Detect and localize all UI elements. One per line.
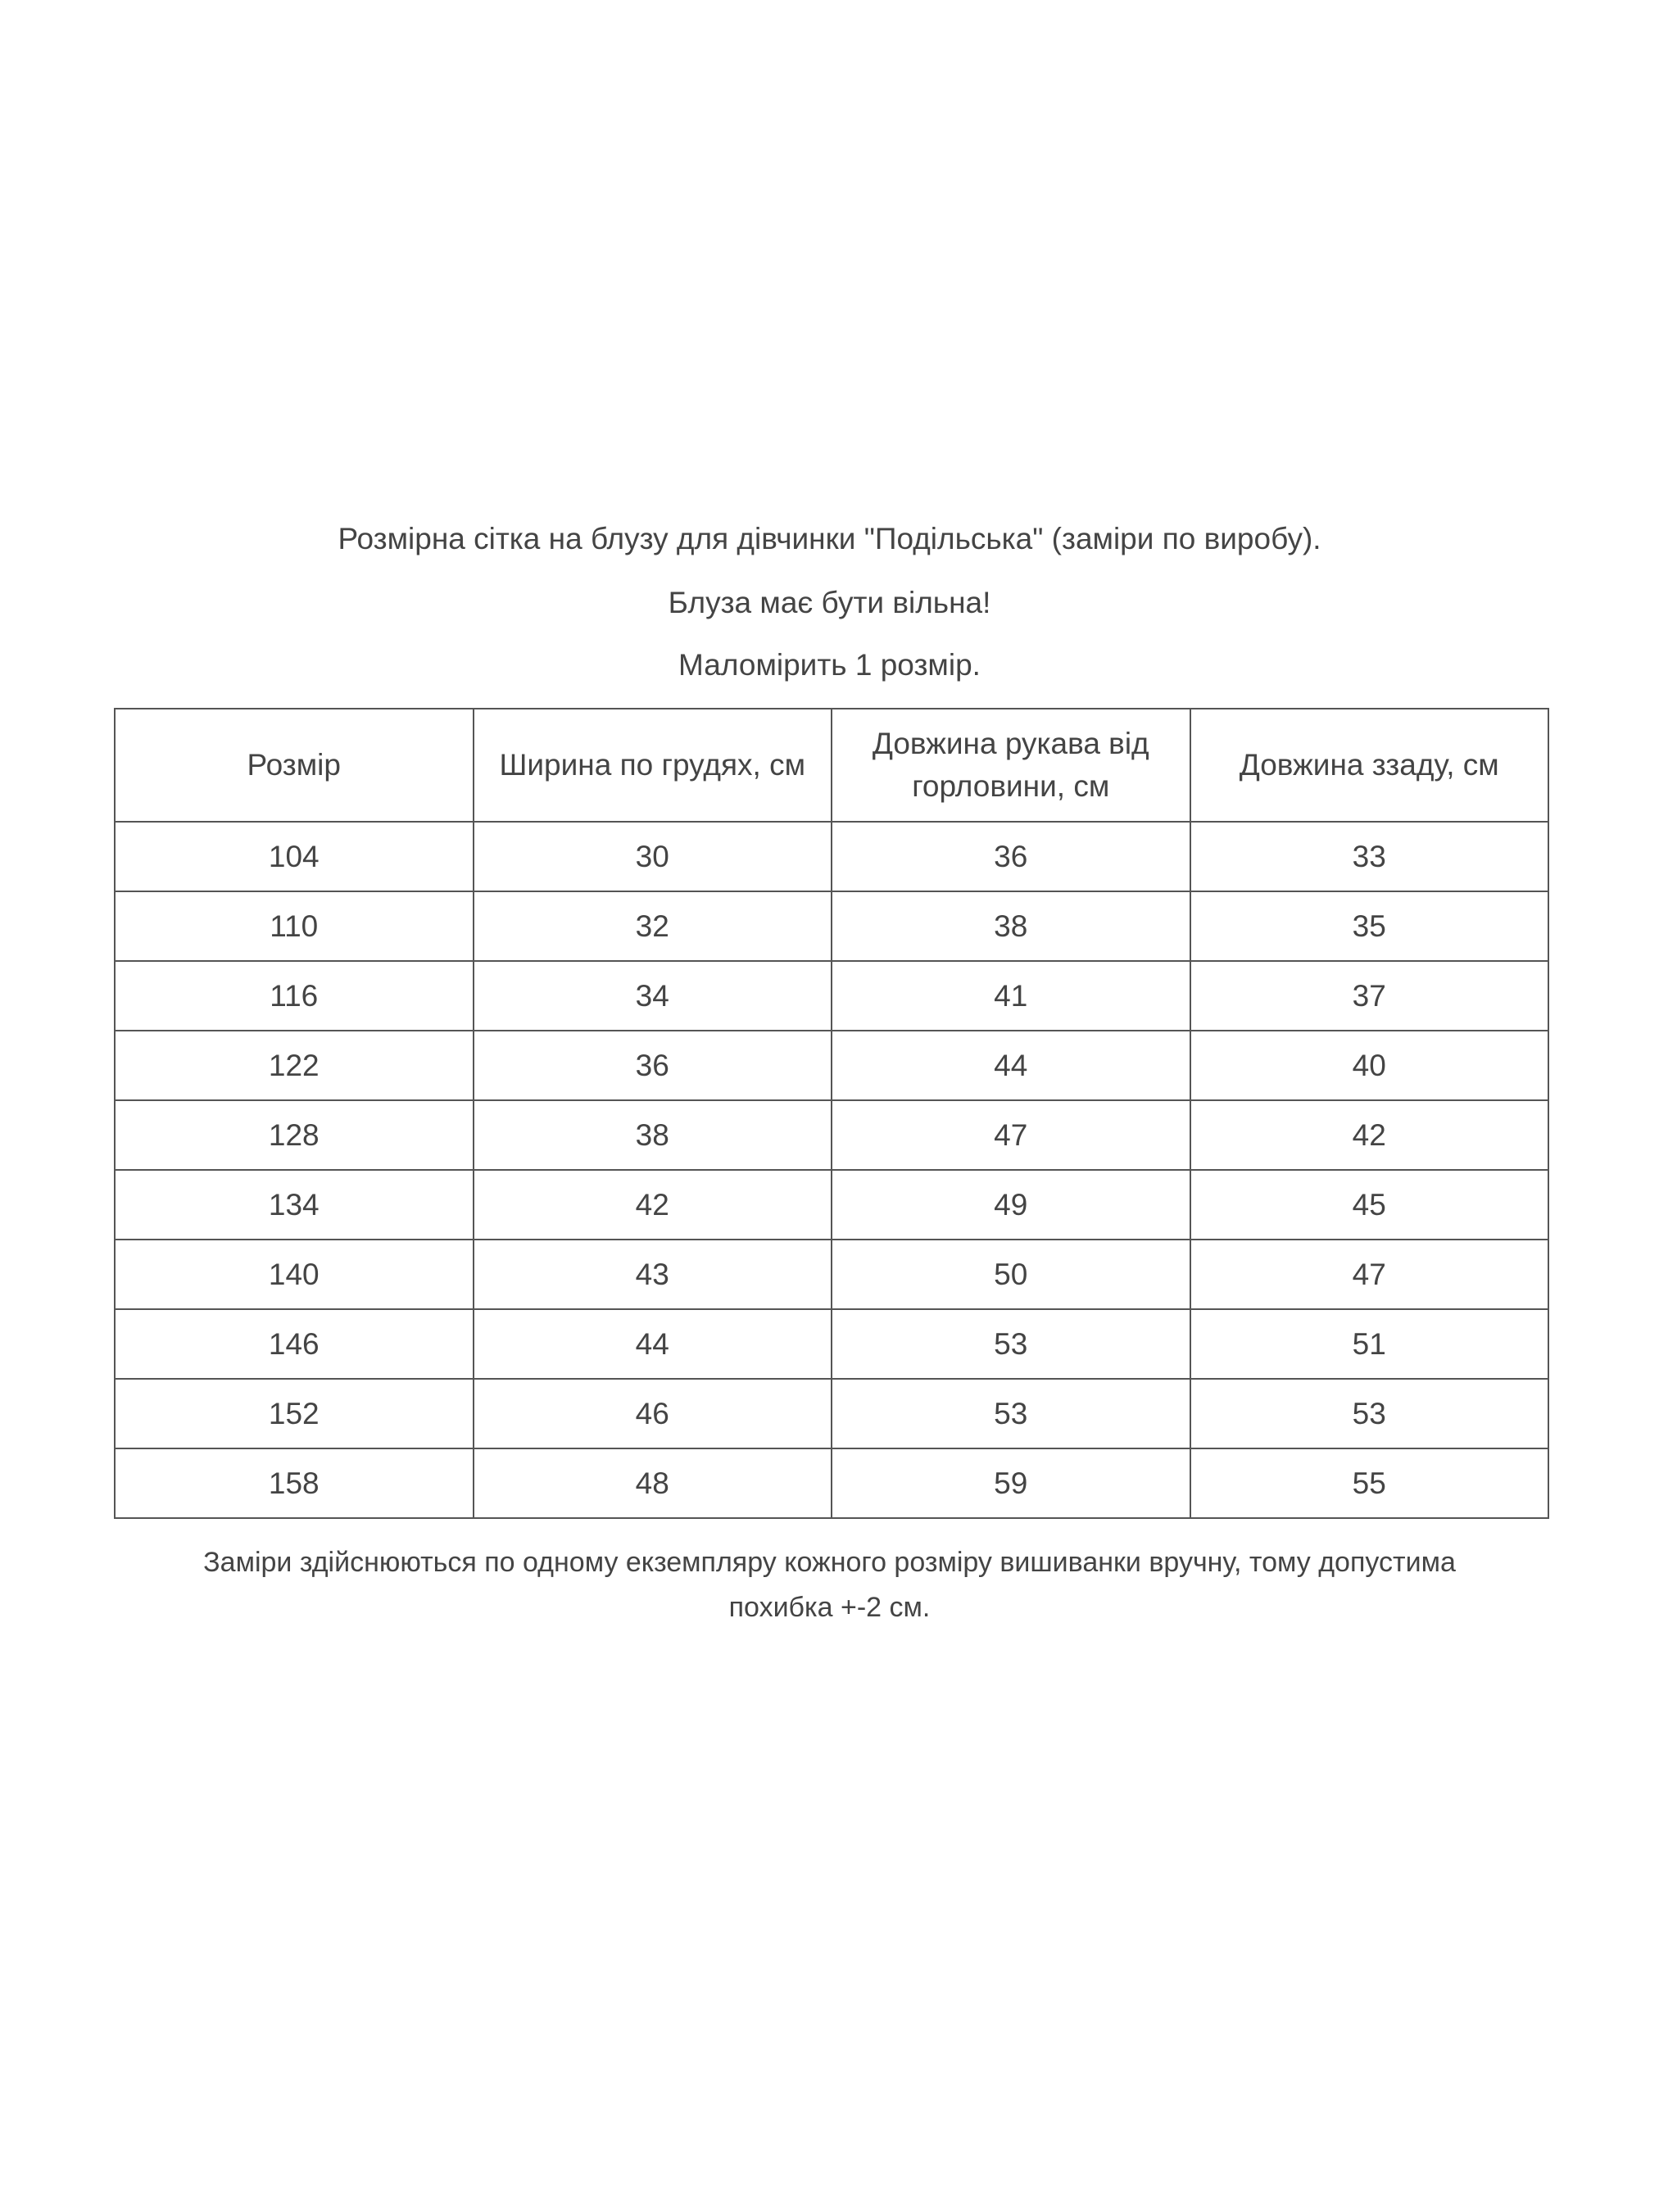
cell-back-length: 53 — [1189, 1378, 1549, 1449]
cell-size: 116 — [114, 960, 474, 1031]
cell-sleeve-length: 59 — [831, 1448, 1191, 1519]
page-title: Розмірна сітка на блузу для дівчинки "По… — [338, 522, 1321, 555]
cell-sleeve-length: 41 — [831, 960, 1191, 1031]
cell-back-length: 33 — [1189, 821, 1549, 892]
cell-size: 110 — [114, 891, 474, 962]
cell-chest-width: 46 — [472, 1378, 832, 1449]
cell-back-length: 35 — [1189, 891, 1549, 962]
cell-chest-width: 32 — [472, 891, 832, 962]
cell-size: 134 — [114, 1169, 474, 1240]
cell-back-length: 47 — [1189, 1239, 1549, 1310]
table-row: 104 30 36 33 — [114, 821, 1549, 892]
cell-size: 104 — [114, 821, 474, 892]
header-back-length: Довжина ззаду, см — [1189, 708, 1549, 823]
cell-chest-width: 38 — [472, 1099, 832, 1171]
cell-back-length: 51 — [1189, 1308, 1549, 1380]
cell-sleeve-length: 38 — [831, 891, 1191, 962]
table-row: 140 43 50 47 — [114, 1239, 1549, 1310]
cell-size: 122 — [114, 1030, 474, 1101]
cell-sleeve-length: 49 — [831, 1169, 1191, 1240]
cell-chest-width: 48 — [472, 1448, 832, 1519]
cell-back-length: 45 — [1189, 1169, 1549, 1240]
cell-sleeve-length: 50 — [831, 1239, 1191, 1310]
header-chest-width: Ширина по грудях, см — [472, 708, 832, 823]
cell-back-length: 40 — [1189, 1030, 1549, 1101]
table-row: 134 42 49 45 — [114, 1169, 1549, 1240]
footer-note-line1: Заміри здійснюються по одному екземпляру… — [203, 1547, 1456, 1578]
table-row: 158 48 59 55 — [114, 1448, 1549, 1519]
cell-chest-width: 43 — [472, 1239, 832, 1310]
cell-chest-width: 44 — [472, 1308, 832, 1380]
cell-sleeve-length: 44 — [831, 1030, 1191, 1101]
cell-sleeve-length: 53 — [831, 1308, 1191, 1380]
cell-chest-width: 42 — [472, 1169, 832, 1240]
cell-size: 140 — [114, 1239, 474, 1310]
cell-sleeve-length: 53 — [831, 1378, 1191, 1449]
note-loose-fit: Блуза має бути вільна! — [668, 586, 991, 619]
table-row: 128 38 47 42 — [114, 1099, 1549, 1171]
header-sleeve-length: Довжина рукава від горловини, см — [831, 708, 1191, 823]
table-row: 146 44 53 51 — [114, 1308, 1549, 1380]
table-row: 152 46 53 53 — [114, 1378, 1549, 1449]
cell-back-length: 55 — [1189, 1448, 1549, 1519]
table-row: 110 32 38 35 — [114, 891, 1549, 962]
header-size: Розмір — [114, 708, 474, 823]
cell-size: 152 — [114, 1378, 474, 1449]
cell-back-length: 37 — [1189, 960, 1549, 1031]
cell-sleeve-length: 47 — [831, 1099, 1191, 1171]
table-row: 116 34 41 37 — [114, 960, 1549, 1031]
table-row: 122 36 44 40 — [114, 1030, 1549, 1101]
footer-note-line2: похибка +-2 см. — [728, 1592, 931, 1623]
cell-size: 158 — [114, 1448, 474, 1519]
cell-chest-width: 30 — [472, 821, 832, 892]
cell-back-length: 42 — [1189, 1099, 1549, 1171]
size-table: Розмір Ширина по грудях, см Довжина рука… — [114, 708, 1549, 1519]
cell-chest-width: 34 — [472, 960, 832, 1031]
table-header-row: Розмір Ширина по грудях, см Довжина рука… — [114, 708, 1549, 823]
cell-chest-width: 36 — [472, 1030, 832, 1101]
note-runs-small: Маломірить 1 розмір. — [678, 648, 981, 682]
cell-size: 128 — [114, 1099, 474, 1171]
cell-size: 146 — [114, 1308, 474, 1380]
cell-sleeve-length: 36 — [831, 821, 1191, 892]
